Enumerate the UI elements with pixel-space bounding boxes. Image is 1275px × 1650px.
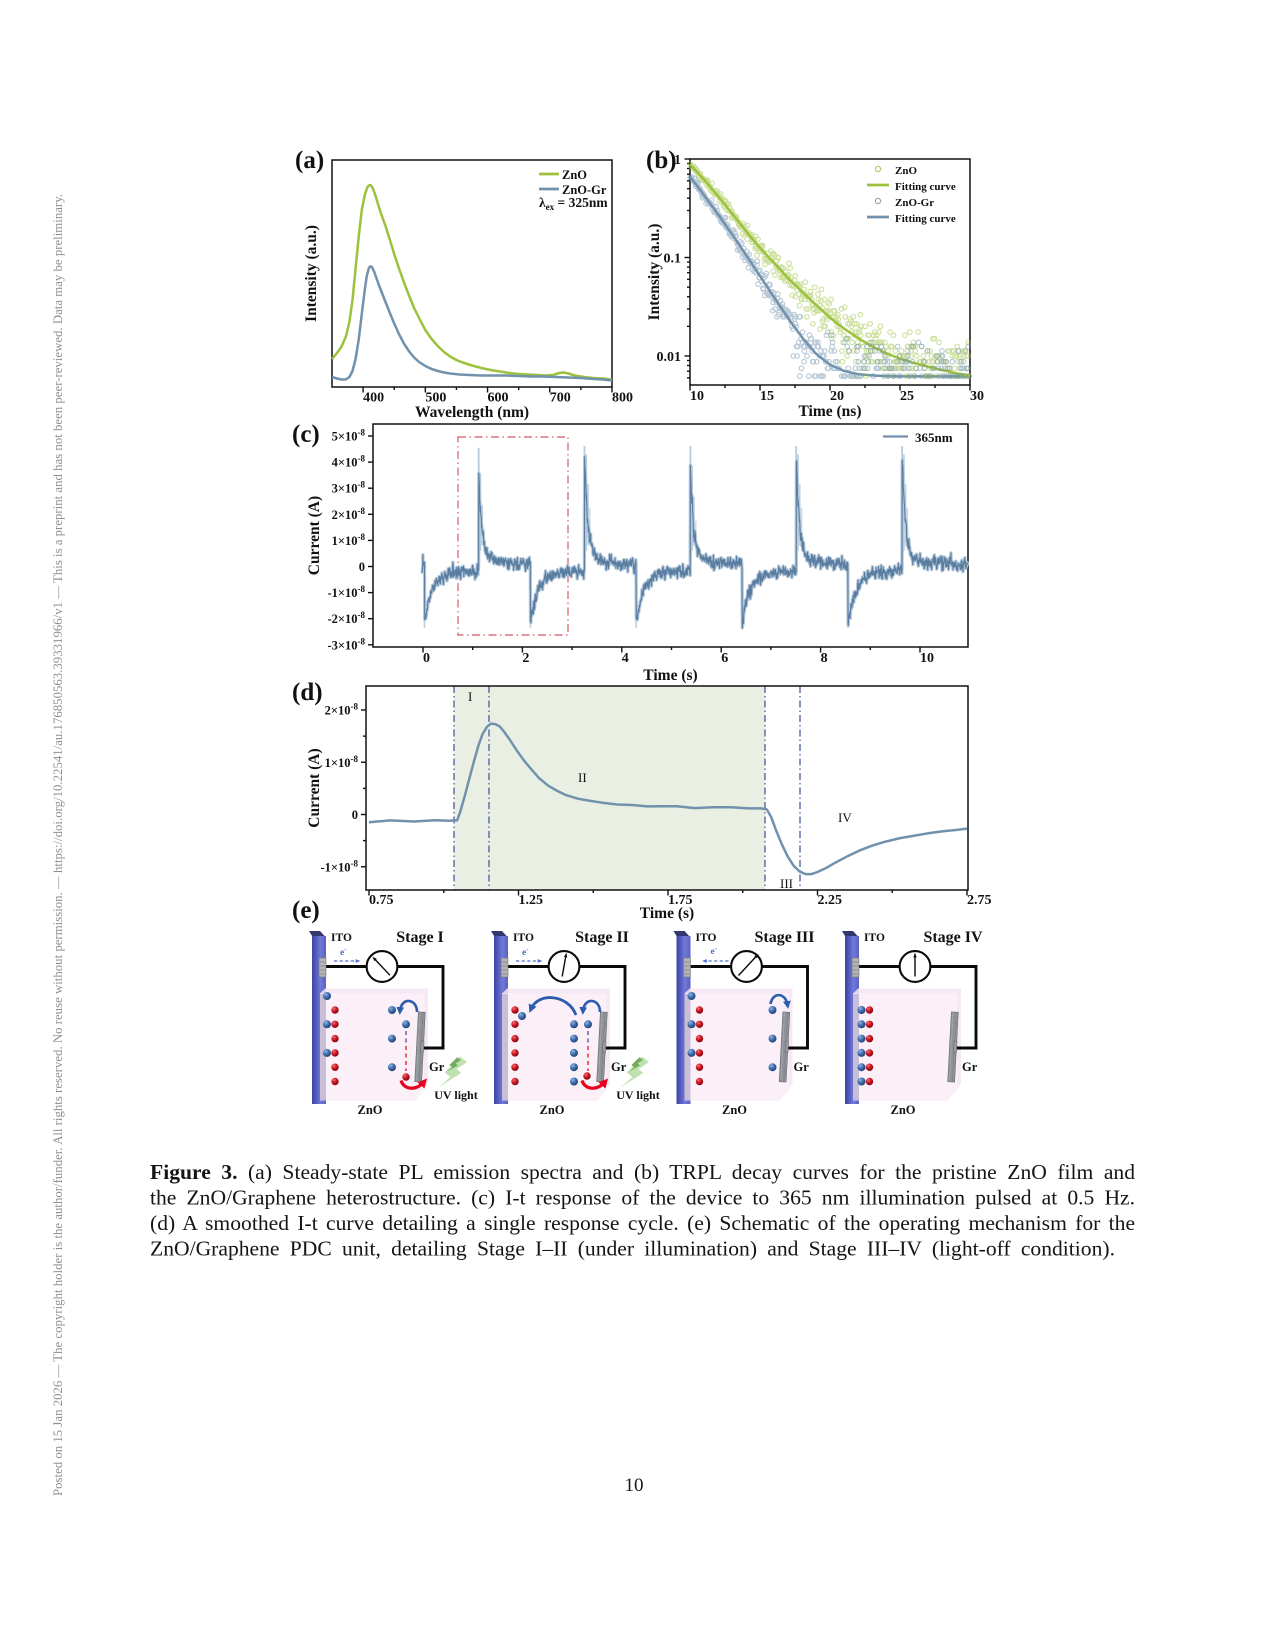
svg-text:600: 600 xyxy=(488,391,509,406)
svg-text:ZnO: ZnO xyxy=(895,165,917,177)
svg-text:Intensity (a.u.): Intensity (a.u.) xyxy=(646,224,663,321)
svg-text:(d) A smoothed I-t curve detai: (d) A smoothed I-t curve detailing a sin… xyxy=(150,1211,1135,1235)
svg-text:8: 8 xyxy=(821,651,828,666)
svg-text:(b): (b) xyxy=(646,147,677,174)
svg-text:Stage II: Stage II xyxy=(575,929,629,946)
svg-text:500: 500 xyxy=(425,391,446,406)
svg-text:1×10-8: 1×10-8 xyxy=(325,754,359,770)
svg-text:0: 0 xyxy=(359,560,365,574)
svg-text:-2×10-8: -2×10-8 xyxy=(327,610,365,626)
svg-text:4×10-8: 4×10-8 xyxy=(332,454,366,470)
svg-text:e-: e- xyxy=(522,946,529,959)
svg-text:10: 10 xyxy=(920,651,934,666)
svg-text:III: III xyxy=(780,876,793,891)
svg-text:ZnO: ZnO xyxy=(722,1103,747,1117)
svg-text:Gr: Gr xyxy=(429,1060,445,1074)
svg-text:ITO: ITO xyxy=(696,932,717,944)
svg-text:-3×10-8: -3×10-8 xyxy=(327,636,365,652)
svg-text:25: 25 xyxy=(900,389,914,404)
svg-text:15: 15 xyxy=(760,389,774,404)
svg-text:Stage IV: Stage IV xyxy=(923,929,983,946)
svg-text:10: 10 xyxy=(690,389,704,404)
svg-text:0.1: 0.1 xyxy=(664,252,682,267)
svg-text:5×10-8: 5×10-8 xyxy=(332,428,366,444)
svg-text:Time (ns): Time (ns) xyxy=(798,403,861,420)
svg-text:Fitting curve: Fitting curve xyxy=(895,181,956,193)
svg-text:ITO: ITO xyxy=(864,932,885,944)
svg-text:2.75: 2.75 xyxy=(967,893,992,908)
svg-text:Figure 3. (a) Steady-state PL: Figure 3. (a) Steady-state PL emission s… xyxy=(150,1160,1135,1184)
svg-text:ZnO-Gr: ZnO-Gr xyxy=(562,183,607,197)
svg-text:2: 2 xyxy=(522,651,529,666)
svg-text:700: 700 xyxy=(550,391,571,406)
svg-text:II: II xyxy=(578,770,587,785)
svg-text:0: 0 xyxy=(423,651,430,666)
svg-text:2.25: 2.25 xyxy=(818,893,843,908)
svg-text:e-: e- xyxy=(711,945,718,958)
svg-text:0.01: 0.01 xyxy=(657,350,682,365)
svg-text:30: 30 xyxy=(970,389,984,404)
svg-text:ZnO-Gr: ZnO-Gr xyxy=(895,197,934,209)
svg-text:1.75: 1.75 xyxy=(668,893,693,908)
svg-text:(d): (d) xyxy=(292,679,323,706)
svg-text:0: 0 xyxy=(352,808,358,822)
svg-text:Stage III: Stage III xyxy=(754,929,814,946)
svg-text:800: 800 xyxy=(612,391,633,406)
svg-text:0.75: 0.75 xyxy=(369,893,394,908)
svg-text:Posted on 15 Jan 2026 — The co: Posted on 15 Jan 2026 — The copyright ho… xyxy=(51,194,65,1496)
svg-text:Current (A): Current (A) xyxy=(306,496,323,575)
svg-text:Fitting curve: Fitting curve xyxy=(895,213,956,225)
svg-text:λex = 325nm: λex = 325nm xyxy=(539,195,608,212)
svg-text:e-: e- xyxy=(340,946,347,959)
svg-text:Intensity (a.u.): Intensity (a.u.) xyxy=(303,225,320,322)
svg-text:ZnO: ZnO xyxy=(539,1103,564,1117)
svg-text:(e): (e) xyxy=(292,897,320,924)
svg-text:Gr: Gr xyxy=(611,1060,627,1074)
svg-text:UV light: UV light xyxy=(616,1088,659,1102)
svg-text:1×10-8: 1×10-8 xyxy=(332,532,366,548)
svg-text:ZnO: ZnO xyxy=(890,1103,915,1117)
svg-text:ITO: ITO xyxy=(513,932,534,944)
svg-text:Stage I: Stage I xyxy=(396,929,444,946)
svg-text:400: 400 xyxy=(363,391,384,406)
svg-text:4: 4 xyxy=(622,651,629,666)
svg-text:-1×10-8: -1×10-8 xyxy=(320,858,358,874)
svg-text:-1×10-8: -1×10-8 xyxy=(327,584,365,600)
svg-text:ITO: ITO xyxy=(331,932,352,944)
svg-text:UV light: UV light xyxy=(434,1088,477,1102)
svg-text:the ZnO/Graphene heterostructu: the ZnO/Graphene heterostructure. (c) I-… xyxy=(150,1186,1135,1210)
svg-text:Gr: Gr xyxy=(794,1060,810,1074)
svg-text:(c): (c) xyxy=(292,421,320,448)
svg-text:10: 10 xyxy=(625,1475,644,1496)
svg-text:Time (s): Time (s) xyxy=(640,905,694,922)
svg-text:Wavelength (nm): Wavelength (nm) xyxy=(415,404,529,421)
svg-text:3×10-8: 3×10-8 xyxy=(332,480,366,496)
svg-text:20: 20 xyxy=(830,389,844,404)
svg-text:365nm: 365nm xyxy=(915,430,953,445)
svg-text:Current (A): Current (A) xyxy=(306,748,323,827)
svg-text:2×10-8: 2×10-8 xyxy=(325,702,359,718)
svg-text:ZnO: ZnO xyxy=(562,168,587,182)
svg-text:Time (s): Time (s) xyxy=(643,667,697,684)
svg-text:1: 1 xyxy=(674,153,681,168)
svg-text:(a): (a) xyxy=(295,147,324,174)
svg-text:6: 6 xyxy=(721,651,728,666)
svg-text:1.25: 1.25 xyxy=(519,893,544,908)
svg-text:ZnO: ZnO xyxy=(357,1103,382,1117)
svg-text:IV: IV xyxy=(838,810,852,825)
svg-text:2×10-8: 2×10-8 xyxy=(332,506,366,522)
svg-text:I: I xyxy=(468,689,472,704)
svg-text:ZnO/Graphene PDC unit, detaili: ZnO/Graphene PDC unit, detailing Stage I… xyxy=(150,1237,1115,1261)
svg-text:Gr: Gr xyxy=(962,1060,978,1074)
